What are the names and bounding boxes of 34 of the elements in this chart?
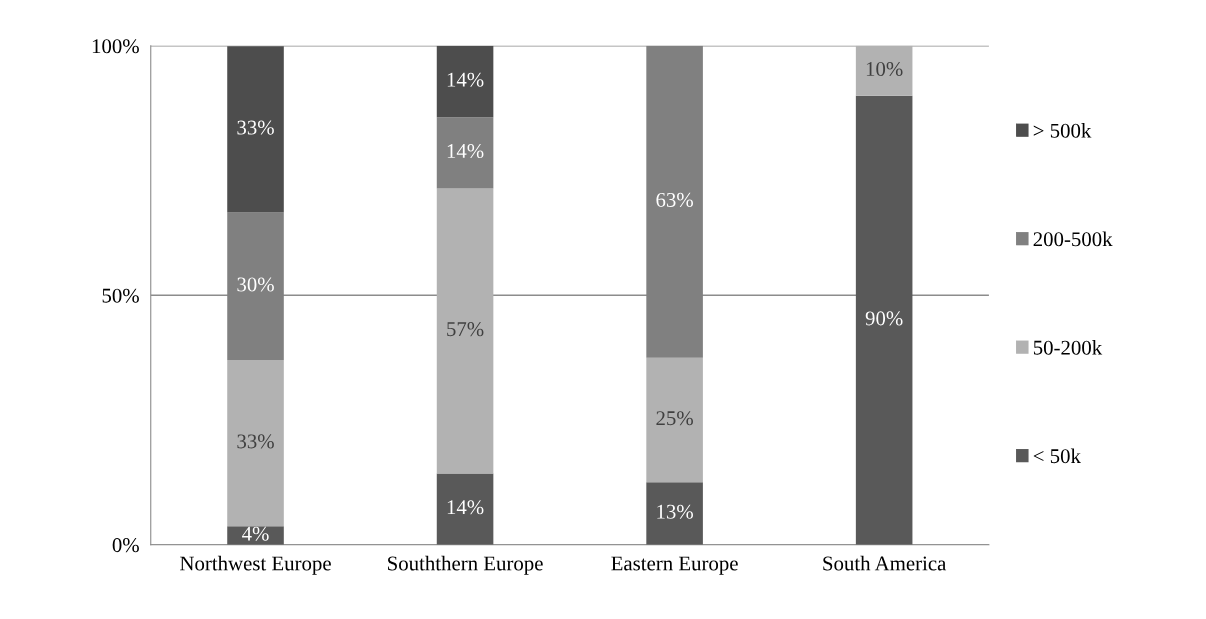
data-label: 25%: [656, 411, 693, 426]
data-label: 4%: [242, 526, 269, 541]
data-label: 33%: [237, 120, 274, 135]
x-tick-label: Souththern Europe: [388, 555, 543, 575]
data-label: 90%: [865, 311, 903, 326]
bar: [646, 482, 703, 545]
x-tick-label: Eastern Europe: [611, 556, 738, 575]
x-tick-label: Northwest Europe: [180, 555, 331, 575]
y-tick-label: 50%: [102, 288, 139, 303]
data-label: 10%: [866, 61, 903, 77]
data-label: 33%: [237, 434, 274, 449]
bar: [436, 473, 494, 545]
data-label: 14%: [447, 72, 484, 87]
data-label: 63%: [656, 192, 693, 207]
y-tick-label: 0%: [112, 538, 139, 553]
y-tick-label: 100%: [92, 39, 139, 54]
x-tick-label: South America: [823, 555, 947, 571]
bar: [646, 357, 703, 483]
legend-label: < 50k: [1033, 448, 1081, 464]
bar: [227, 360, 284, 527]
bar: [436, 188, 494, 474]
data-label: 57%: [447, 322, 484, 337]
legend-label: 50-200k: [1033, 340, 1103, 355]
data-label: 14%: [447, 500, 484, 515]
bar: [227, 46, 284, 213]
data-label: 30%: [237, 277, 274, 292]
bar: [436, 45, 494, 118]
legend-label: > 500k: [1033, 123, 1092, 138]
data-label: 14%: [447, 143, 484, 159]
bar: [855, 45, 913, 96]
bar: [855, 95, 913, 545]
bar: [436, 117, 494, 189]
data-label: 13%: [657, 504, 693, 519]
legend-label: 200-500k: [1033, 231, 1113, 247]
